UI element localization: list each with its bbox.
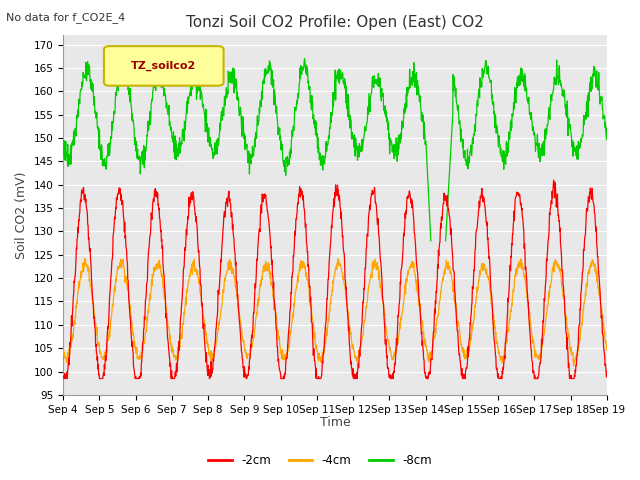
- Text: No data for f_CO2E_4: No data for f_CO2E_4: [6, 12, 125, 23]
- Title: Tonzi Soil CO2 Profile: Open (East) CO2: Tonzi Soil CO2 Profile: Open (East) CO2: [186, 15, 484, 30]
- X-axis label: Time: Time: [319, 416, 351, 429]
- Text: TZ_soilco2: TZ_soilco2: [131, 61, 196, 71]
- Y-axis label: Soil CO2 (mV): Soil CO2 (mV): [15, 171, 28, 259]
- FancyBboxPatch shape: [104, 46, 223, 85]
- Legend: -2cm, -4cm, -8cm: -2cm, -4cm, -8cm: [204, 449, 436, 472]
